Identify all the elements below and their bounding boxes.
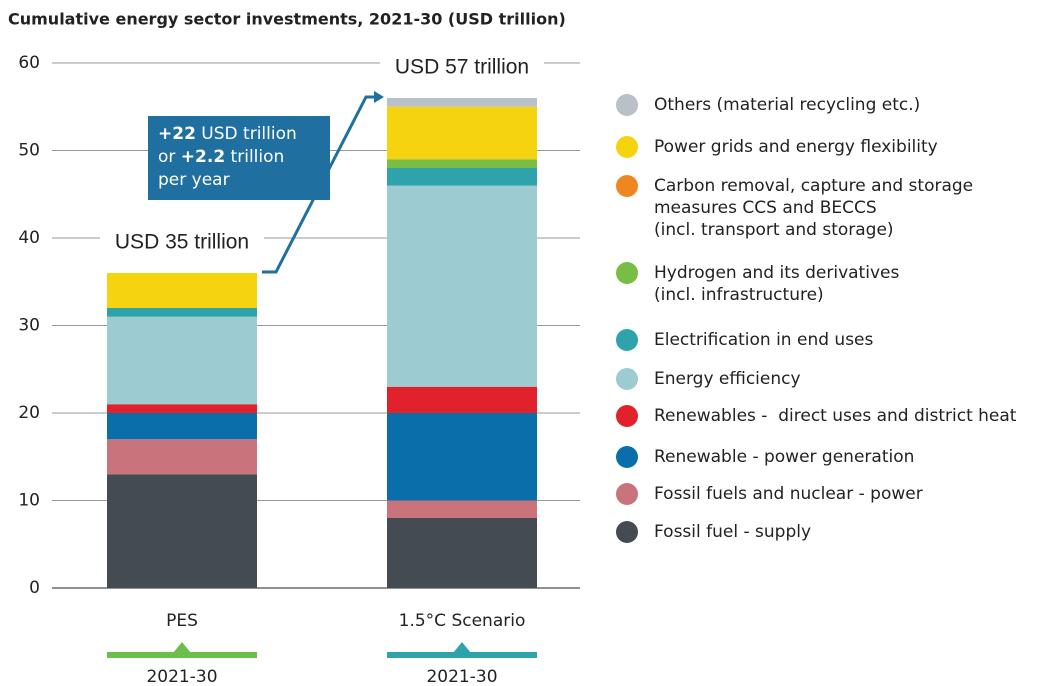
y-tick-label: 60 — [18, 53, 40, 73]
bar-segment — [107, 474, 257, 588]
x-tick-label: 1.5°C Scenario — [399, 611, 526, 631]
bar-segment — [387, 413, 537, 501]
legend-item: Hydrogen and its derivatives (incl. infr… — [616, 262, 899, 306]
total-label: USD 57 trillion — [395, 56, 529, 79]
bar-segment — [387, 500, 537, 518]
legend-label: Others (material recycling etc.) — [654, 95, 921, 115]
legend-label: Hydrogen and its derivatives (incl. infr… — [654, 263, 900, 305]
bar-segment — [107, 273, 257, 308]
callout-segment: or — [158, 147, 181, 167]
x-tick-label: PES — [166, 611, 198, 631]
chart-title: Cumulative energy sector investments, 20… — [8, 10, 566, 29]
total-label-bg — [380, 52, 544, 84]
legend-item: Fossil fuel - supply — [616, 521, 811, 543]
legend-item: Renewable - power generation — [616, 446, 914, 468]
legend-swatch — [616, 483, 638, 505]
legend-item: Renewables - direct uses and district he… — [616, 405, 1016, 427]
callout-text: per year — [158, 170, 230, 190]
callout-segment: USD trillion — [196, 124, 297, 144]
legend-item: Energy efficiency — [616, 368, 801, 390]
bar-segment — [107, 316, 257, 405]
y-tick-label: 30 — [18, 316, 40, 336]
bar-segment — [387, 168, 537, 186]
period-bar — [107, 652, 257, 658]
legend-item: Others (material recycling etc.) — [616, 94, 920, 116]
legend-label: Renewable - power generation — [654, 447, 915, 467]
callout-text: +22 USD trillion — [158, 124, 297, 144]
legend-item: Power grids and energy flexibility — [616, 136, 938, 158]
legend-swatch — [616, 175, 638, 197]
legend-swatch — [616, 94, 638, 116]
legend-label: Renewables - direct uses and district he… — [654, 406, 1017, 426]
callout-segment: +2.2 — [181, 147, 225, 167]
period-bar — [387, 652, 537, 658]
legend-swatch — [616, 521, 638, 543]
y-tick-label: 0 — [29, 578, 40, 598]
bar-segment — [387, 98, 537, 107]
bar-segment — [387, 518, 537, 588]
y-tick-label: 20 — [18, 403, 40, 423]
period-label: 2021-30 — [426, 667, 497, 686]
legend-item: Carbon removal, capture and storage meas… — [616, 175, 973, 241]
legend-label: Power grids and energy flexibility — [654, 137, 938, 157]
bar-segment — [387, 386, 537, 413]
legend-swatch — [616, 405, 638, 427]
callout-box — [148, 116, 330, 200]
legend-swatch — [616, 329, 638, 351]
callout-segment: +22 — [158, 124, 196, 144]
legend-swatch — [616, 368, 638, 390]
legend-label: Carbon removal, capture and storage meas… — [654, 176, 974, 240]
legend-label: Fossil fuel - supply — [654, 522, 812, 542]
legend-label: Electrification in end uses — [654, 330, 874, 350]
legend-item: Electrification in end uses — [616, 329, 873, 351]
period-label: 2021-30 — [146, 667, 217, 686]
total-label-bg — [100, 227, 264, 259]
period-pointer — [453, 642, 471, 653]
callout-text: or +2.2 trillion — [158, 147, 284, 167]
callout-segment: trillion — [225, 147, 284, 167]
bar-segment — [107, 413, 257, 440]
legend-item: Fossil fuels and nuclear - power — [616, 483, 923, 505]
bar-segment — [107, 308, 257, 317]
callout-segment: per year — [158, 170, 230, 190]
bar-segment — [387, 106, 537, 160]
legend-swatch — [616, 446, 638, 468]
bar-segment — [387, 185, 537, 387]
total-label: USD 35 trillion — [115, 231, 249, 254]
legend-swatch — [616, 136, 638, 158]
y-tick-label: 50 — [18, 141, 40, 161]
y-tick-label: 10 — [18, 491, 40, 511]
legend-label: Energy efficiency — [654, 369, 801, 389]
y-tick-label: 40 — [18, 228, 40, 248]
bar-segment — [107, 404, 257, 413]
callout-arrow — [374, 91, 384, 103]
legend-label: Fossil fuels and nuclear - power — [654, 484, 923, 504]
period-pointer — [173, 642, 191, 653]
legend-swatch — [616, 262, 638, 284]
bar-segment — [107, 439, 257, 475]
bar-segment — [387, 159, 537, 168]
